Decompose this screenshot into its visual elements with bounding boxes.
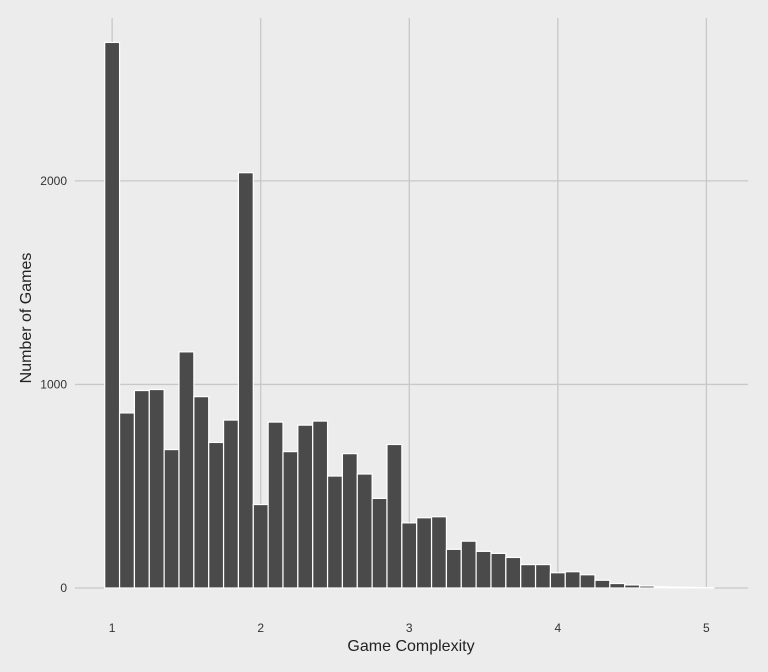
bar-4	[163, 448, 180, 589]
bar-16	[341, 453, 358, 589]
bar-23	[445, 548, 462, 589]
bar-0	[104, 41, 121, 589]
x-tick-label-4: 5	[703, 621, 710, 635]
bar-1	[118, 412, 136, 589]
bar-39	[683, 586, 700, 589]
y-tick-labels: 0 1000 2000	[40, 174, 67, 595]
bar-14	[312, 420, 329, 589]
bar-28	[520, 563, 537, 589]
y-tick-label-2: 2000	[40, 174, 67, 188]
x-tick-label-3: 4	[554, 621, 561, 635]
x-axis-title: Game Complexity	[347, 638, 474, 655]
x-tick-label-0: 1	[109, 621, 116, 635]
bar-13	[297, 424, 314, 589]
bar-8	[222, 419, 240, 589]
bar-3	[148, 388, 165, 589]
y-tick-label-1: 1000	[40, 377, 67, 391]
x-tick-label-2: 3	[406, 621, 413, 635]
bar-10	[252, 503, 269, 589]
bar-6	[193, 396, 210, 589]
bar-5	[178, 351, 195, 589]
bar-31	[564, 571, 581, 589]
bar-20	[401, 522, 418, 589]
bar-27	[505, 556, 522, 589]
bar-38	[668, 586, 685, 589]
bar-33	[594, 579, 611, 589]
y-axis-title: Number of Games	[18, 253, 35, 384]
bar-32	[579, 574, 596, 589]
bar-24	[460, 540, 477, 589]
bar-37	[653, 586, 670, 589]
y-tick-label-0: 0	[60, 581, 67, 595]
bar-34	[609, 582, 626, 589]
bar-30	[549, 572, 566, 589]
bar-9	[237, 172, 254, 589]
bar-22	[430, 516, 448, 589]
bar-19	[386, 443, 403, 589]
bar-35	[624, 584, 641, 589]
bar-2	[133, 389, 150, 589]
bar-26	[490, 552, 507, 589]
bar-29	[534, 563, 552, 589]
bar-36	[638, 585, 656, 589]
x-tick-label-1: 2	[257, 621, 264, 635]
bar-7	[208, 441, 225, 589]
bars	[104, 41, 715, 589]
bar-17	[356, 473, 373, 589]
bar-25	[475, 550, 492, 589]
bar-21	[416, 517, 433, 589]
bar-18	[371, 497, 388, 589]
bar-12	[282, 451, 299, 589]
bar-11	[267, 421, 284, 589]
x-tick-labels: 1 2 3 4 5	[109, 621, 710, 635]
bar-15	[326, 475, 344, 589]
